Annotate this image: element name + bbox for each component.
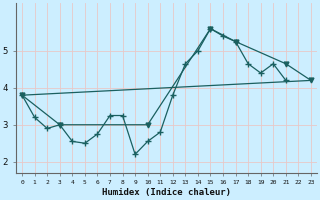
X-axis label: Humidex (Indice chaleur): Humidex (Indice chaleur) bbox=[102, 188, 231, 197]
